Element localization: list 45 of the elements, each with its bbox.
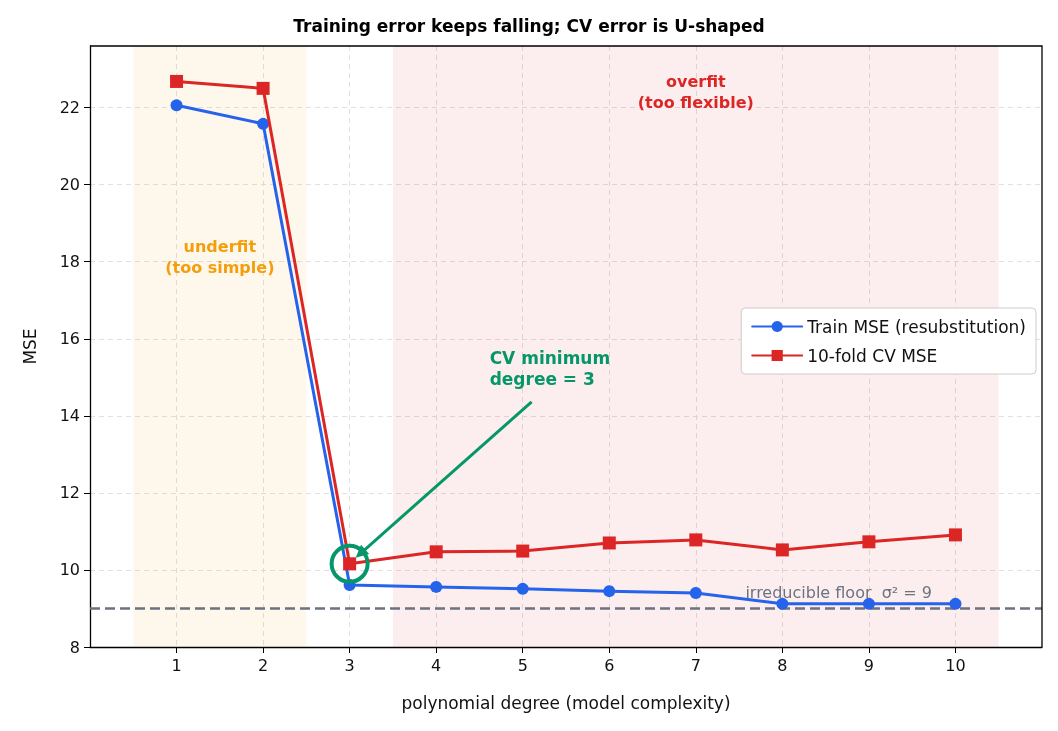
point [776, 597, 789, 610]
point [949, 597, 962, 610]
band-label: underfit (too simple) [165, 236, 275, 277]
y-tick-label: 22 [59, 98, 80, 118]
legend-label: 10-fold CV MSE [807, 345, 938, 366]
y-tick-label: 8 [69, 637, 80, 657]
ref-line-label: irreducible floor σ² = 9 [745, 582, 932, 602]
point [862, 535, 876, 549]
point [430, 580, 443, 593]
x-tick-label: 1 [171, 655, 182, 675]
x-tick-label: 3 [344, 655, 355, 675]
point [862, 597, 875, 610]
point [170, 99, 183, 112]
y-tick-label: 16 [59, 329, 80, 349]
point [689, 533, 703, 547]
point [603, 585, 616, 598]
x-tick-label: 2 [258, 655, 269, 675]
x-axis-title: polynomial degree (model complexity) [401, 692, 731, 713]
y-tick-label: 18 [59, 252, 80, 272]
x-tick-label: 8 [777, 655, 788, 675]
y-tick-label: 14 [59, 406, 80, 426]
y-tick-label: 12 [59, 483, 80, 503]
point [516, 582, 529, 595]
point [689, 587, 702, 600]
point [429, 545, 443, 559]
x-tick-label: 6 [604, 655, 615, 675]
band-label: overfit (too flexible) [637, 72, 754, 112]
point [170, 74, 184, 88]
point [257, 117, 270, 130]
y-tick-label: 20 [59, 175, 80, 195]
x-tick-label: 10 [945, 655, 966, 675]
y-axis-title: MSE [19, 328, 40, 365]
x-tick-label: 7 [690, 655, 701, 675]
point [602, 536, 616, 550]
point [516, 544, 530, 558]
chart-title: Training error keeps falling; CV error is U-shaped [293, 15, 765, 36]
y-tick-label: 10 [59, 560, 80, 580]
annotation: CV minimum degree = 3 [489, 347, 611, 390]
x-tick-label: 4 [431, 655, 442, 675]
point [256, 81, 270, 95]
x-tick-label: 9 [863, 655, 874, 675]
point [948, 528, 962, 542]
point [775, 543, 789, 557]
legend-label: Train MSE (resubstitution) [806, 316, 1026, 337]
x-tick-label: 5 [517, 655, 528, 675]
